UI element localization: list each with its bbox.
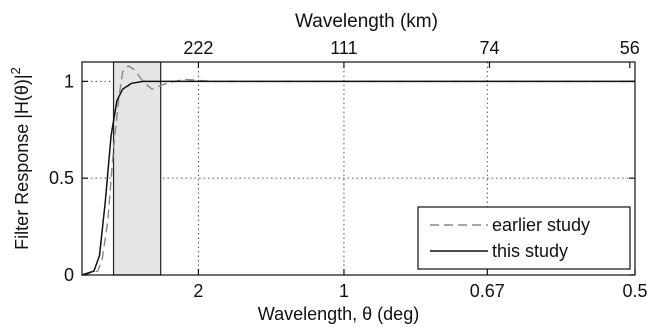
legend-label-earlier-study: earlier study xyxy=(492,215,590,235)
series-line-this-study xyxy=(81,80,635,276)
series-lines xyxy=(81,65,635,276)
legend: earlier study this study xyxy=(417,206,631,270)
top-tick-label: 56 xyxy=(620,38,640,58)
bottom-axis-label: Wavelength, θ (deg) xyxy=(258,304,419,324)
y-tick-label: 0 xyxy=(64,265,74,285)
y-axis-label: Filter Response |H(θ)|2 xyxy=(8,67,32,250)
bottom-tick-label: 0.5 xyxy=(622,281,647,301)
bottom-tick-label: 0.67 xyxy=(470,281,505,301)
plot-frame xyxy=(81,61,636,276)
bottom-tick-label: 2 xyxy=(193,281,203,301)
top-axis-label: Wavelength (km) xyxy=(295,11,438,32)
bottom-tick-label: 1 xyxy=(339,281,349,301)
y-tick-label: 1 xyxy=(64,71,74,91)
legend-label-this-study: this study xyxy=(492,241,568,261)
axis-ticks: 0 0.5 1 2 1 0.67 0.5 222 111 74 56 xyxy=(49,38,647,301)
top-tick-label: 222 xyxy=(183,38,213,58)
y-tick-label: 0.5 xyxy=(49,168,74,188)
top-tick-label: 74 xyxy=(479,38,499,58)
legend-box xyxy=(417,206,631,270)
top-tick-label: 111 xyxy=(330,38,357,58)
shaded-filter-band xyxy=(112,61,162,276)
